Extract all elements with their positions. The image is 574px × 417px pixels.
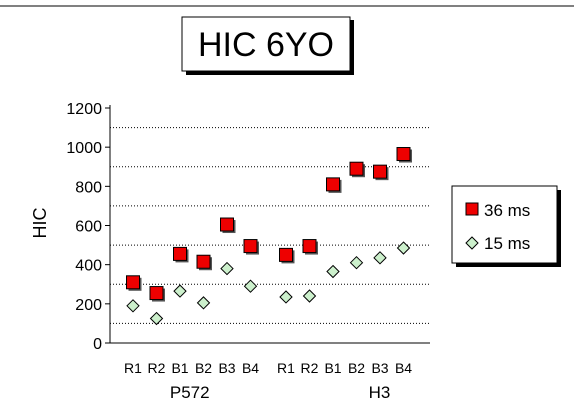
x-tick-label-4: B3 — [218, 360, 235, 376]
point-36ms-6 — [279, 247, 293, 262]
point-15ms-4 — [220, 261, 234, 276]
y-tick-label-800: 800 — [75, 179, 102, 196]
y-tick-label-200: 200 — [75, 297, 102, 314]
point-36ms-7 — [302, 239, 317, 254]
point-36ms-1 — [149, 286, 164, 301]
point-36ms-4 — [220, 217, 234, 232]
x-axis: R1 R2 B1 B2 B3 B4 R1 R2 B1 B2 B3 B4 P572 H3 — [110, 342, 430, 402]
point-15ms-7 — [302, 289, 317, 303]
point-15ms-6 — [279, 290, 293, 304]
x-tick-label-2: B1 — [171, 360, 188, 376]
point-36ms-9 — [349, 161, 364, 176]
title-shadow — [350, 20, 354, 74]
data-marks — [126, 147, 412, 326]
point-15ms-8 — [326, 264, 340, 279]
x-tick-label-8: B1 — [324, 360, 341, 376]
legend-marker-36ms — [465, 202, 479, 216]
point-15ms-1 — [149, 311, 164, 326]
x-tick-label-6: R1 — [277, 360, 295, 376]
y-tick-label-1200: 1200 — [66, 101, 102, 118]
chart-title: HIC 6YO — [198, 26, 334, 64]
legend-label-15ms: 15 ms — [484, 234, 530, 253]
point-36ms-5 — [243, 239, 258, 254]
legend-marker-15ms — [465, 236, 479, 250]
group-label-0: P572 — [170, 383, 210, 402]
y-tick-label-0: 0 — [93, 336, 102, 353]
y-tick-label-1000: 1000 — [66, 140, 102, 157]
point-15ms-3 — [196, 296, 211, 310]
point-36ms-3 — [196, 254, 211, 269]
point-15ms-2 — [173, 284, 187, 298]
x-tick-label-9: B2 — [348, 360, 365, 376]
group-label-1: H3 — [369, 383, 391, 402]
y-axis-label: HIC — [30, 208, 50, 239]
point-15ms-5 — [243, 279, 258, 293]
y-axis: 0 200 400 600 800 1000 1200 — [66, 101, 111, 353]
y-tick-label-600: 600 — [75, 219, 102, 236]
point-15ms-10 — [373, 251, 387, 265]
grid-lines — [110, 127, 430, 324]
point-36ms-0 — [126, 275, 140, 290]
point-36ms-2 — [173, 246, 187, 261]
title-shadow-bottom — [186, 71, 354, 75]
x-tick-label-0: R1 — [124, 360, 142, 376]
point-15ms-9 — [349, 256, 364, 270]
y-tick-label-400: 400 — [75, 258, 102, 275]
point-36ms-11 — [396, 147, 411, 162]
legend-label-36ms: 36 ms — [484, 201, 530, 220]
x-tick-label-10: B3 — [371, 360, 388, 376]
legend-box — [451, 185, 558, 264]
x-tick-label-1: R2 — [148, 360, 166, 376]
legend: 36 ms 15 ms — [451, 185, 561, 267]
point-15ms-0 — [126, 299, 140, 313]
point-15ms-11 — [396, 241, 411, 255]
x-tick-label-7: R2 — [301, 360, 319, 376]
x-tick-label-5: B4 — [242, 360, 259, 376]
point-36ms-8 — [326, 177, 340, 192]
x-tick-label-3: B2 — [195, 360, 212, 376]
point-36ms-10 — [373, 164, 387, 179]
x-tick-label-11: B4 — [395, 360, 412, 376]
